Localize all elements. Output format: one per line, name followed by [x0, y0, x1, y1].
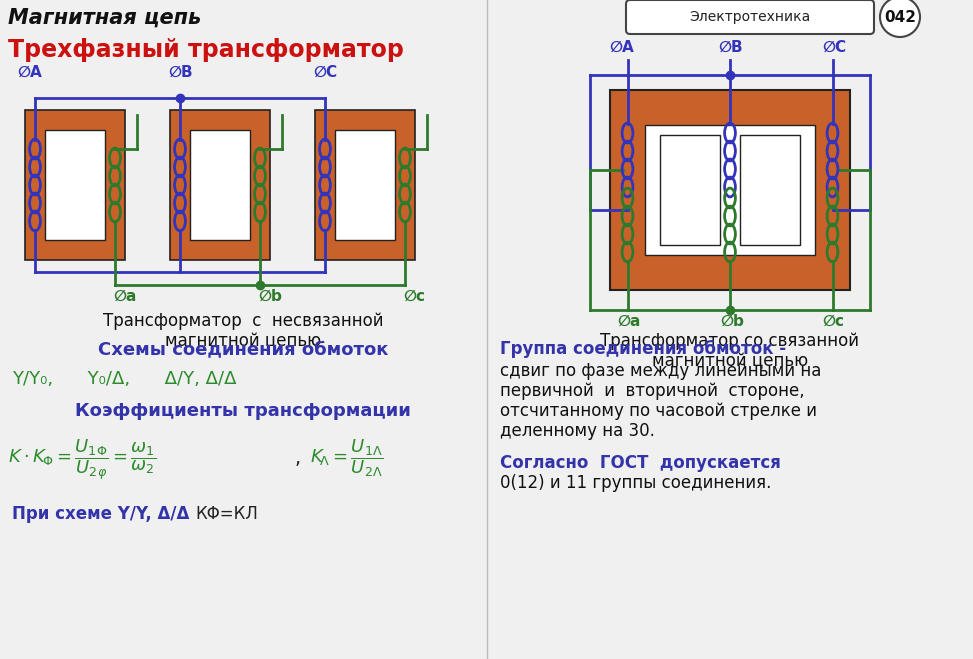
- Bar: [45, 130, 105, 240]
- Bar: [740, 135, 800, 245]
- Text: Трансформатор со связанной: Трансформатор со связанной: [600, 332, 859, 350]
- Text: Y/Y₀,      Y₀/Δ,      Δ/Y, Δ/Δ: Y/Y₀, Y₀/Δ, Δ/Y, Δ/Δ: [12, 370, 236, 388]
- Text: Трехфазный трансформатор: Трехфазный трансформатор: [8, 38, 404, 62]
- Text: При схеме Y/Y, Δ/Δ: При схеме Y/Y, Δ/Δ: [12, 505, 190, 523]
- Text: Схемы соединения обмоток: Схемы соединения обмоток: [98, 340, 388, 358]
- Text: 0(12) и 11 группы соединения.: 0(12) и 11 группы соединения.: [500, 474, 772, 492]
- Text: Магнитная цепь: Магнитная цепь: [8, 8, 201, 28]
- Bar: [170, 110, 270, 260]
- Text: ∅b: ∅b: [258, 289, 282, 304]
- Text: ∅a: ∅a: [618, 314, 641, 329]
- Text: ∅C: ∅C: [822, 40, 847, 55]
- Text: ∅b: ∅b: [720, 314, 744, 329]
- Bar: [190, 130, 250, 240]
- Text: ∅A: ∅A: [17, 65, 42, 80]
- Text: ∅C: ∅C: [313, 65, 337, 80]
- Text: ∅a: ∅a: [113, 289, 136, 304]
- Text: первичной  и  вторичной  стороне,: первичной и вторичной стороне,: [500, 382, 805, 400]
- Text: отсчитанному по часовой стрелке и: отсчитанному по часовой стрелке и: [500, 402, 817, 420]
- Text: ∅c: ∅c: [403, 289, 425, 304]
- Text: Согласно  ГОСТ  допускается: Согласно ГОСТ допускается: [500, 454, 781, 472]
- Bar: [610, 90, 850, 290]
- Text: деленному на 30.: деленному на 30.: [500, 422, 655, 440]
- Text: ,: ,: [295, 449, 301, 468]
- Bar: [645, 125, 815, 255]
- Bar: [25, 110, 125, 260]
- Text: Трансформатор  с  несвязанной: Трансформатор с несвязанной: [103, 312, 383, 330]
- Text: Коэффициенты трансформации: Коэффициенты трансформации: [75, 402, 411, 420]
- FancyBboxPatch shape: [626, 0, 874, 34]
- Text: ∅B: ∅B: [168, 65, 193, 80]
- Bar: [335, 130, 395, 240]
- Bar: [315, 110, 415, 260]
- Text: $\mathit{K} \cdot \mathit{K}_{\!\mathit{\Phi}} = \dfrac{\mathit{U}_{1\Phi}}{\mat: $\mathit{K} \cdot \mathit{K}_{\!\mathit{…: [8, 437, 157, 482]
- Text: $\mathit{K}_{\!\mathit{\Lambda}} = \dfrac{\mathit{U}_{1\Lambda}}{\mathit{U}_{2\L: $\mathit{K}_{\!\mathit{\Lambda}} = \dfra…: [310, 437, 383, 478]
- Text: КΦ=КЛ: КΦ=КЛ: [195, 505, 258, 523]
- Text: Электротехника: Электротехника: [690, 10, 811, 24]
- Text: ∅B: ∅B: [718, 40, 742, 55]
- Text: ∅c: ∅c: [822, 314, 845, 329]
- Text: 042: 042: [884, 9, 916, 24]
- Text: ∅A: ∅A: [609, 40, 634, 55]
- Text: Группа соединения обмоток -: Группа соединения обмоток -: [500, 340, 786, 358]
- Bar: [610, 90, 850, 290]
- Text: магнитной цепью: магнитной цепью: [652, 352, 808, 370]
- Text: сдвиг по фазе между линейными на: сдвиг по фазе между линейными на: [500, 362, 821, 380]
- Circle shape: [880, 0, 920, 37]
- Text: магнитной цепью: магнитной цепью: [165, 332, 321, 350]
- Bar: [660, 135, 720, 245]
